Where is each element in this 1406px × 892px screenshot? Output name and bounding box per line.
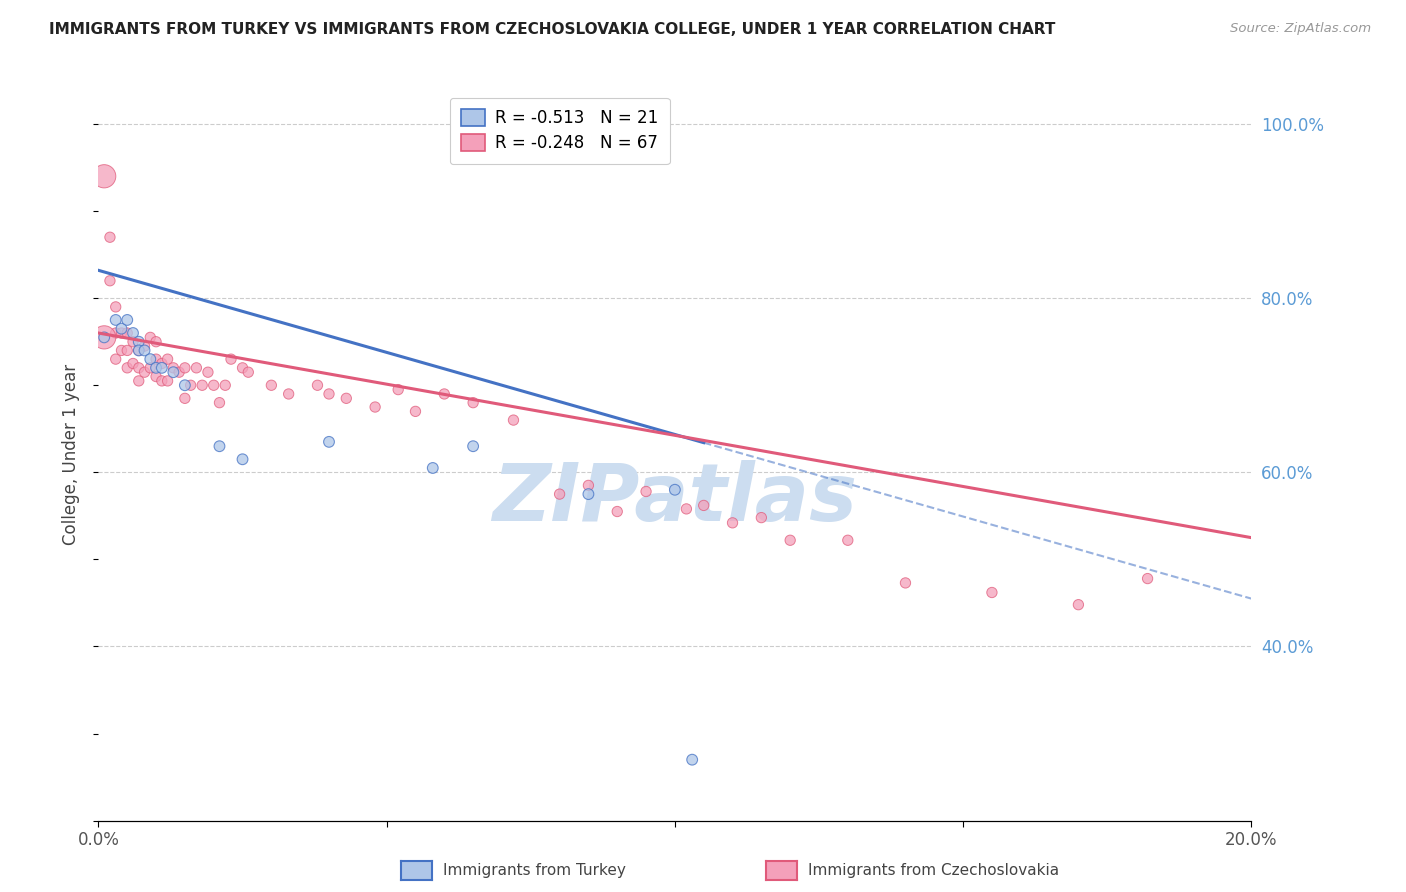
Point (93, 169, 115, 184)
Point (139, 330, 162, 344)
Point (606, 504, 628, 518)
Point (145, 334, 167, 349)
Point (110, 321, 132, 335)
Point (150, 357, 173, 371)
Text: Source: ZipAtlas.com: Source: ZipAtlas.com (1230, 22, 1371, 36)
Point (231, 452, 254, 467)
Point (721, 516, 744, 530)
Point (693, 499, 716, 513)
Point (134, 365, 156, 379)
Point (150, 360, 173, 375)
Point (422, 461, 444, 475)
Text: ZIPatlas: ZIPatlas (492, 459, 858, 538)
Text: Immigrants from Czechoslovakia: Immigrants from Czechoslovakia (808, 863, 1060, 878)
Point (208, 439, 231, 453)
Point (117, 343, 139, 358)
Point (433, 387, 456, 401)
Point (191, 378, 214, 392)
Point (145, 352, 167, 367)
Point (1136, 572, 1159, 586)
Point (307, 378, 329, 392)
Point (675, 502, 697, 516)
Point (681, 753, 703, 767)
Text: IMMIGRANTS FROM TURKEY VS IMMIGRANTS FROM CZECHOSLOVAKIA COLLEGE, UNDER 1 YEAR C: IMMIGRANTS FROM TURKEY VS IMMIGRANTS FRO… (49, 22, 1056, 37)
Legend: R = -0.513   N = 21, R = -0.248   N = 67: R = -0.513 N = 21, R = -0.248 N = 67 (450, 97, 669, 164)
Point (197, 365, 219, 379)
Point (139, 360, 162, 375)
Point (219, 352, 242, 367)
Point (751, 510, 773, 524)
Point (502, 413, 524, 427)
Point (578, 487, 600, 501)
Point (664, 483, 686, 497)
Point (128, 343, 150, 358)
Point (1067, 598, 1090, 612)
Point (117, 313, 139, 327)
Point (122, 334, 145, 349)
Point (162, 365, 184, 379)
Point (335, 392, 357, 406)
Point (387, 383, 409, 397)
Point (318, 387, 340, 401)
Point (139, 352, 162, 367)
Point (98, 274, 121, 288)
Point (117, 326, 139, 340)
Point (167, 365, 190, 379)
Point (93, 330, 115, 344)
Point (98, 230, 121, 244)
Point (156, 352, 179, 367)
Point (162, 360, 184, 375)
Point (405, 404, 427, 418)
Point (208, 395, 231, 409)
Point (145, 360, 167, 375)
Point (122, 326, 145, 340)
Point (104, 326, 127, 340)
Point (93, 330, 115, 344)
Point (238, 365, 260, 379)
Point (110, 326, 132, 340)
Point (145, 369, 167, 384)
Point (128, 374, 150, 388)
Point (636, 484, 658, 499)
Point (117, 360, 139, 375)
Point (156, 374, 179, 388)
Point (104, 300, 127, 314)
Point (122, 357, 145, 371)
Point (837, 533, 859, 548)
Point (134, 343, 156, 358)
Point (174, 378, 197, 392)
Text: Immigrants from Turkey: Immigrants from Turkey (443, 863, 626, 878)
Point (364, 400, 387, 414)
Point (214, 378, 236, 392)
Point (277, 387, 299, 401)
Point (174, 360, 197, 375)
Point (981, 585, 1004, 599)
Point (174, 392, 197, 406)
Point (318, 434, 340, 449)
Point (128, 334, 150, 349)
Point (134, 339, 156, 353)
Point (260, 378, 283, 392)
Point (894, 576, 917, 591)
Point (461, 439, 484, 453)
Point (110, 343, 132, 358)
Point (150, 374, 173, 388)
Point (779, 533, 801, 548)
Point (104, 352, 127, 367)
Point (231, 360, 254, 375)
Point (128, 360, 150, 375)
Point (180, 378, 202, 392)
Point (578, 478, 600, 492)
Y-axis label: College, Under 1 year: College, Under 1 year (62, 364, 80, 546)
Point (202, 378, 225, 392)
Point (104, 313, 127, 327)
Point (186, 360, 208, 375)
Point (128, 343, 150, 358)
Point (461, 395, 484, 409)
Point (548, 487, 571, 501)
